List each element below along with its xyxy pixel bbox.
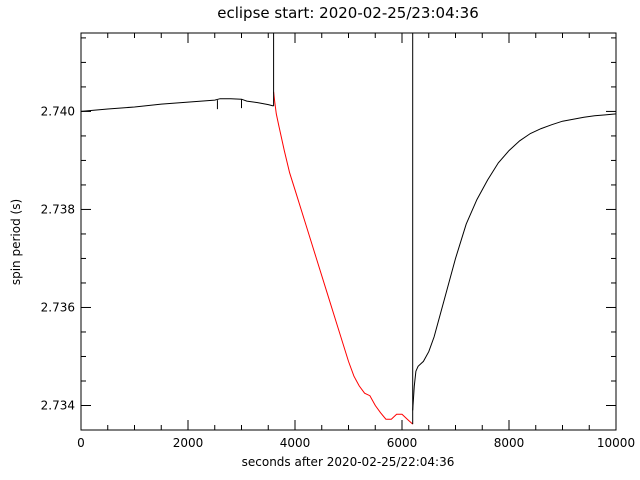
series-line-1 bbox=[80, 98, 274, 112]
series-group bbox=[80, 32, 617, 425]
y-axis-label: spin period (s) bbox=[9, 199, 23, 285]
y-tick-label: 2.734 bbox=[41, 398, 75, 412]
x-axis-label: seconds after 2020-02-25/22:04:36 bbox=[242, 455, 455, 469]
axis-ticks: 0 2000 4000 6000 8000 10000 2.734 2.736 2.738 2.7… bbox=[41, 33, 635, 450]
x-tick-label: 8000 bbox=[494, 436, 525, 450]
series-line-3 bbox=[412, 113, 617, 411]
chart-title: eclipse start: 2020-02-25/23:04:36 bbox=[217, 4, 479, 22]
x-tick-label: 4000 bbox=[280, 436, 311, 450]
x-tick-label: 2000 bbox=[173, 436, 204, 450]
x-tick-label: 6000 bbox=[387, 436, 418, 450]
plot-frame bbox=[80, 32, 617, 431]
y-tick-label: 2.738 bbox=[41, 202, 75, 216]
series-line-2 bbox=[273, 91, 414, 425]
eclipse-window bbox=[273, 32, 414, 425]
x-tick-label: 10000 bbox=[597, 436, 635, 450]
y-tick-label: 2.736 bbox=[41, 300, 75, 314]
x-tick-label: 0 bbox=[77, 436, 85, 450]
y-tick-label: 2.740 bbox=[41, 104, 75, 118]
